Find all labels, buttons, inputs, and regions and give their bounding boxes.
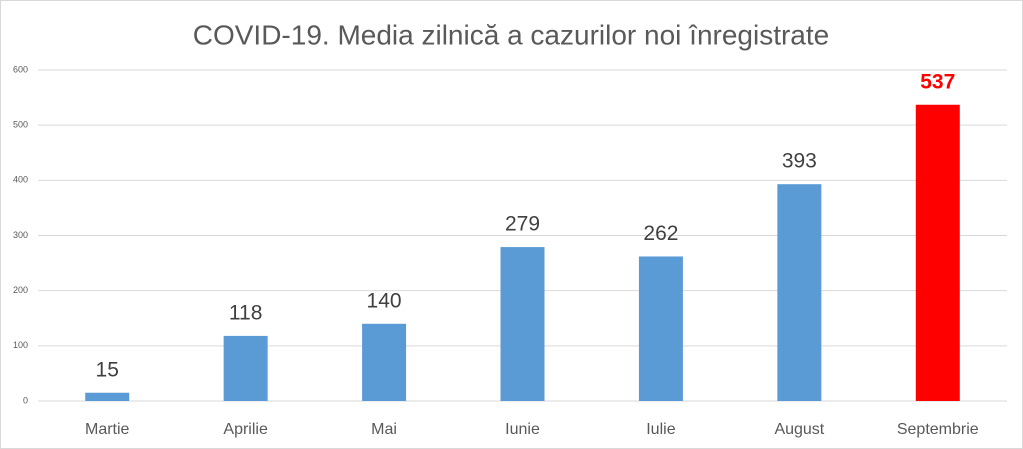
value-label: 393 <box>782 150 817 173</box>
value-label: 118 <box>229 301 262 324</box>
bar <box>915 104 960 401</box>
value-label: 537 <box>920 70 955 93</box>
value-label: 279 <box>505 213 540 236</box>
bar <box>777 184 822 401</box>
bar <box>223 335 268 401</box>
bar <box>638 256 683 401</box>
y-tick-label: 300 <box>13 230 28 240</box>
y-tick-label: 0 <box>23 395 28 405</box>
y-tick-label: 200 <box>13 285 28 295</box>
y-tick-label: 600 <box>13 64 28 74</box>
x-tick-label: Septembrie <box>897 421 979 438</box>
bar <box>85 392 130 401</box>
chart-title: COVID-19. Media zilnică a cazurilor noi … <box>193 19 829 50</box>
value-label: 262 <box>643 222 678 245</box>
y-tick-label: 400 <box>13 175 28 185</box>
x-tick-label: August <box>774 421 824 438</box>
bar <box>362 323 407 401</box>
bar <box>500 247 545 401</box>
x-tick-label: Aprilie <box>223 421 268 438</box>
x-tick-label: Iulie <box>646 421 675 438</box>
x-tick-label: Iunie <box>505 421 540 438</box>
y-tick-label: 500 <box>13 120 28 130</box>
x-tick-label: Mai <box>371 421 397 438</box>
y-tick-label: 100 <box>13 340 28 350</box>
x-tick-label: Martie <box>85 421 130 438</box>
value-label: 140 <box>367 289 402 312</box>
value-label: 15 <box>96 358 119 381</box>
